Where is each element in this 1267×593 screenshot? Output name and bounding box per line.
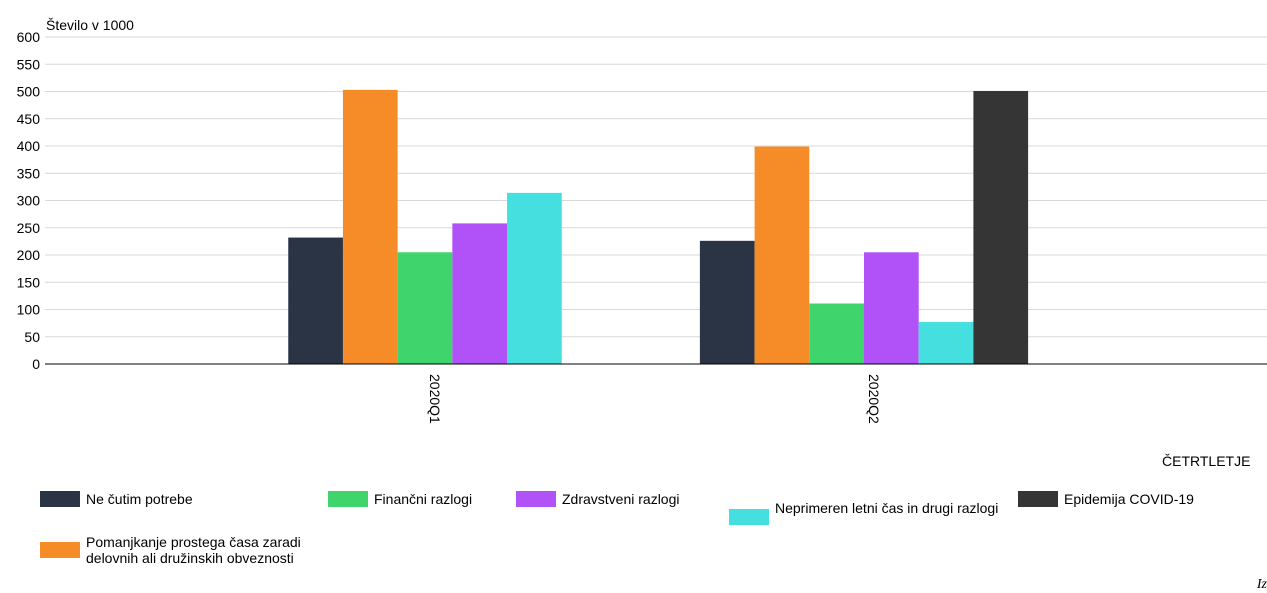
legend-item-pomanjkanje-prostega-casa: Pomanjkanje prostega časa zaradi delovni…: [40, 534, 326, 566]
x-tick-label: 2020Q2: [866, 374, 882, 424]
bar: [754, 146, 810, 364]
y-axis-title: Število v 1000: [46, 17, 134, 33]
x-axis-title: ČETRTLETJE: [1162, 453, 1250, 469]
legend-swatch: [516, 491, 556, 507]
y-tick-label: 400: [17, 138, 41, 154]
legend-swatch: [328, 491, 368, 507]
bar: [918, 322, 974, 364]
legend-item-neprimeren-letni-cas: Neprimeren letni čas in drugi razlogi: [729, 491, 1015, 525]
bar: [973, 90, 1029, 364]
y-tick-label: 200: [17, 247, 41, 263]
y-tick-label: 250: [17, 220, 41, 236]
bar: [452, 223, 508, 364]
y-tick-label: 350: [17, 165, 41, 181]
legend-label: Finančni razlogi: [374, 491, 473, 507]
x-axis-ticks: 2020Q1 2020Q2: [427, 374, 882, 424]
y-tick-label: 550: [17, 56, 41, 72]
y-tick-label: 0: [32, 356, 40, 372]
y-tick-label: 150: [17, 274, 41, 290]
legend-swatch: [1018, 491, 1058, 507]
bar: [342, 89, 398, 365]
legend-swatch: [40, 491, 80, 507]
bar: [288, 237, 343, 364]
bar: [397, 252, 453, 364]
y-axis-ticks: 0 50 100 150 200 250 300 350 400 450 500 550 600: [17, 29, 41, 372]
legend-swatch: [729, 509, 769, 525]
y-tick-label: 600: [17, 29, 41, 45]
bar: [809, 303, 864, 364]
legend-label: Pomanjkanje prostega časa zaradi delovni…: [86, 534, 301, 566]
legend-swatch: [40, 542, 80, 558]
x-tick-label: 2020Q1: [427, 374, 443, 424]
bars: [288, 89, 1029, 365]
y-tick-label: 450: [17, 111, 41, 127]
y-tick-label: 500: [17, 84, 41, 100]
legend-label: Ne čutim potrebe: [86, 491, 193, 507]
legend-item-financni-razlogi: Finančni razlogi: [328, 491, 472, 507]
y-tick-label: 300: [17, 193, 41, 209]
y-tick-label: 100: [17, 302, 41, 318]
legend-label: Neprimeren letni čas in drugi razlogi: [775, 500, 999, 516]
grid-lines: [45, 36, 1267, 338]
bar: [864, 252, 919, 364]
y-tick-label: 50: [24, 329, 40, 345]
legend-label: Epidemija COVID-19: [1064, 491, 1194, 507]
bar-chart: 0 50 100 150 200 250 300 350 400 450 500 550 600 202…: [17, 17, 1267, 469]
legend-item-zdravstveni-razlogi: Zdravstveni razlogi: [516, 491, 680, 507]
legend-item-ne-cutim-potrebe: Ne čutim potrebe: [40, 491, 193, 507]
legend-label: Zdravstveni razlogi: [562, 491, 680, 507]
source-note: Iz: [1256, 577, 1267, 592]
bar: [507, 192, 562, 364]
bar: [699, 240, 755, 364]
legend-item-epidemija-covid: Epidemija COVID-19: [1018, 491, 1194, 507]
